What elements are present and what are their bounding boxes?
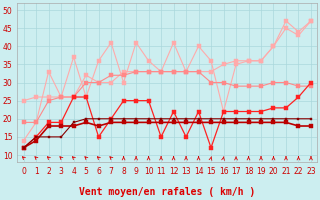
X-axis label: Vent moyen/en rafales ( km/h ): Vent moyen/en rafales ( km/h ) [79, 187, 255, 197]
